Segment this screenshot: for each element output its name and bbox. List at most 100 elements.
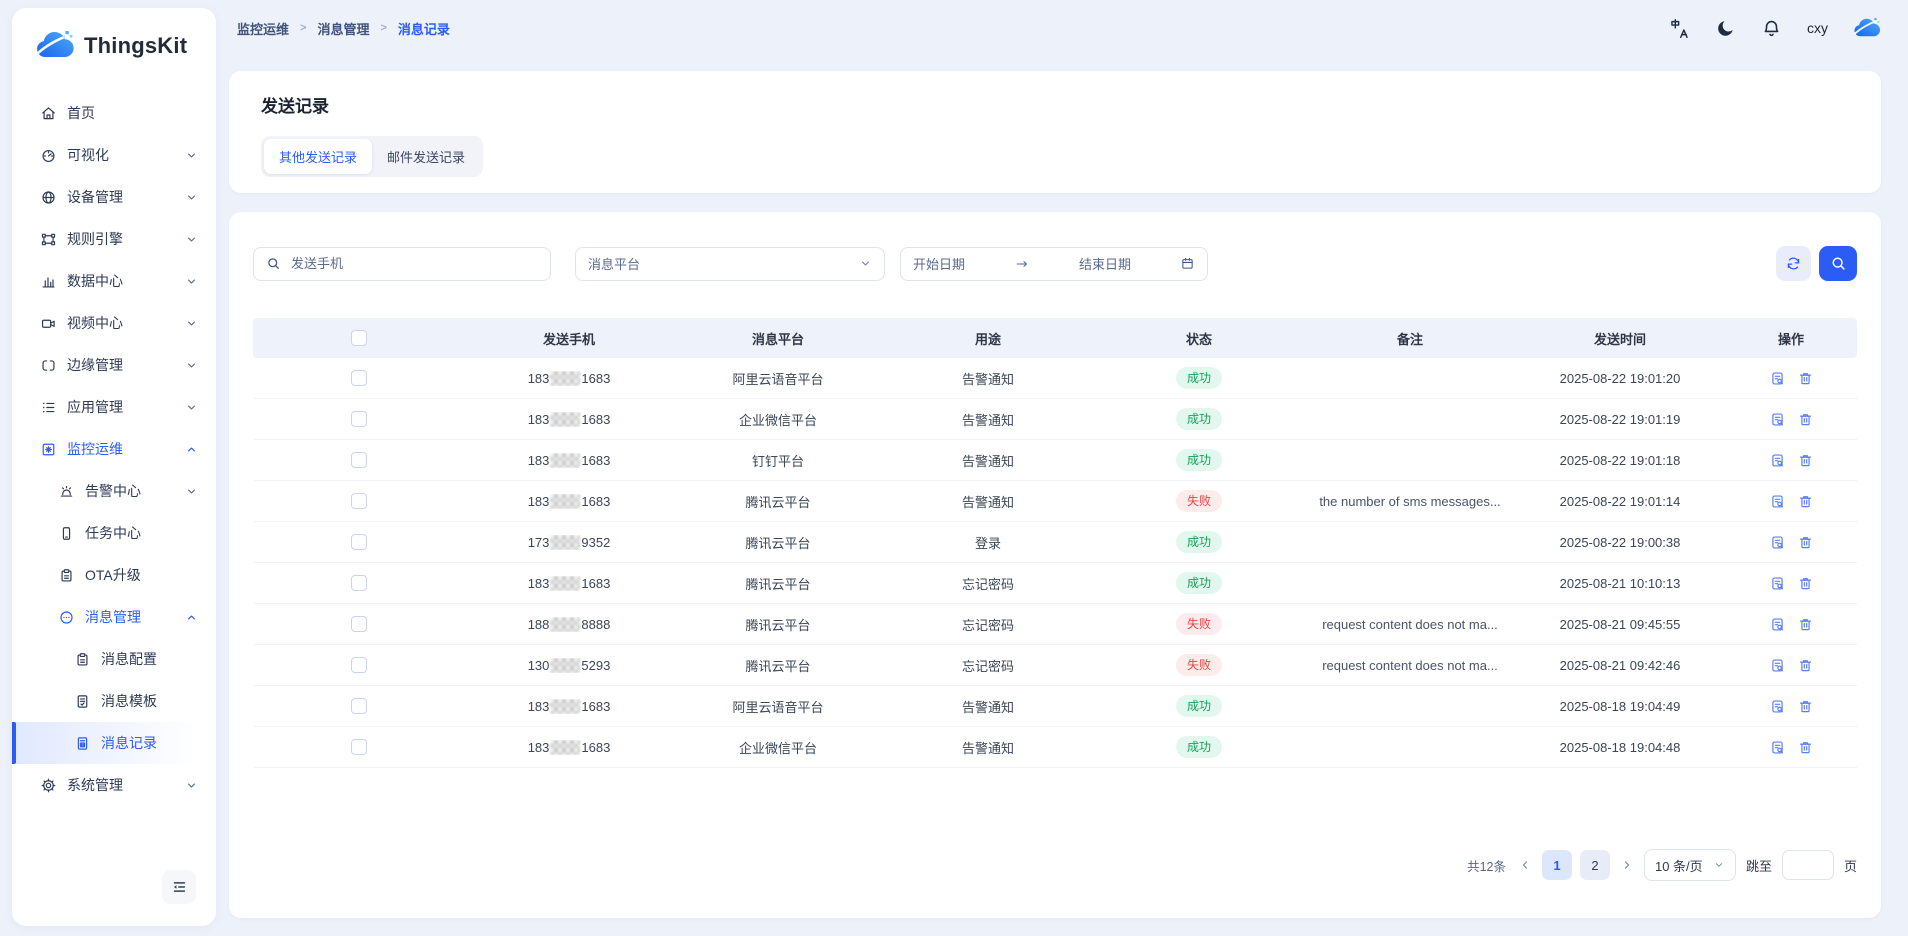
search-button[interactable]	[1819, 246, 1857, 281]
platform-cell: 企业微信平台	[738, 740, 817, 756]
topbar: 监控运维 > 消息管理 > 消息记录 cxy	[229, 0, 1881, 56]
row-checkbox[interactable]	[351, 575, 367, 592]
delete-icon[interactable]	[1797, 452, 1814, 469]
detail-icon[interactable]	[1769, 534, 1786, 551]
detail-icon[interactable]	[1769, 370, 1786, 387]
video-center-icon	[40, 315, 57, 332]
detail-icon[interactable]	[1769, 698, 1786, 715]
translate-icon[interactable]	[1669, 18, 1690, 39]
purpose-cell: 告警通知	[961, 371, 1014, 387]
purpose-cell: 告警通知	[961, 494, 1014, 510]
jump-to-page-input[interactable]	[1781, 850, 1834, 880]
sidebar-item-11[interactable]: 任务中心	[12, 512, 216, 554]
sidebar-item-13[interactable]: 消息管理	[12, 596, 216, 638]
chevron-down-icon	[185, 275, 198, 288]
purpose-cell: 告警通知	[961, 453, 1014, 469]
column-header-6: 发送时间	[1593, 331, 1646, 347]
actions-cell	[1725, 370, 1857, 387]
purpose-cell: 告警通知	[961, 740, 1014, 756]
sidebar-item-17[interactable]: 系统管理	[12, 764, 216, 806]
end-date-placeholder: 结束日期	[1078, 257, 1131, 272]
detail-icon[interactable]	[1769, 657, 1786, 674]
actions-cell	[1725, 411, 1857, 428]
sidebar-item-10[interactable]: 告警中心	[12, 470, 216, 512]
notification-bell-icon[interactable]	[1761, 18, 1782, 39]
row-checkbox[interactable]	[351, 698, 367, 715]
delete-icon[interactable]	[1797, 616, 1814, 633]
row-checkbox[interactable]	[351, 657, 367, 674]
platform-select[interactable]: 消息平台	[575, 246, 885, 281]
row-checkbox[interactable]	[351, 411, 367, 428]
sidebar-item-3[interactable]: 设备管理	[12, 176, 216, 218]
app-icon	[40, 399, 57, 416]
sidebar-item-8[interactable]: 应用管理	[12, 386, 216, 428]
page-size-select[interactable]: 10 条/页	[1643, 849, 1736, 881]
row-checkbox[interactable]	[351, 534, 367, 551]
sidebar-item-4[interactable]: 规则引擎	[12, 218, 216, 260]
delete-icon[interactable]	[1797, 534, 1814, 551]
select-all-checkbox[interactable]	[351, 330, 367, 347]
sidebar-item-16[interactable]: 消息记录	[12, 722, 216, 764]
phone-cell: 183 1683	[527, 411, 611, 427]
detail-icon[interactable]	[1769, 411, 1786, 428]
row-checkbox-cell	[253, 411, 465, 428]
sidebar-item-14[interactable]: 消息配置	[12, 638, 216, 680]
refresh-button[interactable]	[1776, 246, 1811, 281]
detail-icon[interactable]	[1769, 575, 1786, 592]
pagination-page-1[interactable]: 1	[1541, 850, 1572, 880]
phone-search-input[interactable]	[289, 255, 538, 272]
pagination-next-icon[interactable]	[1620, 858, 1634, 872]
breadcrumb-item-2[interactable]: 消息管理	[317, 21, 370, 37]
username[interactable]: cxy	[1807, 20, 1828, 36]
detail-icon[interactable]	[1769, 616, 1786, 633]
sidebar-item-2[interactable]: 可视化	[12, 134, 216, 176]
chevron-down-icon	[185, 485, 198, 498]
detail-icon[interactable]	[1769, 739, 1786, 756]
pagination-page-2[interactable]: 2	[1579, 850, 1610, 880]
delete-icon[interactable]	[1797, 657, 1814, 674]
search-icon	[266, 256, 281, 271]
sidebar-item-15[interactable]: 消息模板	[12, 680, 216, 722]
tab-other-send-records[interactable]: 其他发送记录	[264, 139, 373, 174]
phone-search-field[interactable]	[253, 246, 551, 281]
row-checkbox[interactable]	[351, 493, 367, 510]
sidebar-item-9[interactable]: 监控运维	[12, 428, 216, 470]
pagination-prev-icon[interactable]	[1518, 858, 1532, 872]
arrow-right-icon	[1014, 256, 1030, 272]
actions-cell	[1725, 616, 1857, 633]
delete-icon[interactable]	[1797, 370, 1814, 387]
breadcrumb-item-1[interactable]: 监控运维	[237, 21, 290, 37]
row-checkbox-cell	[253, 452, 465, 469]
detail-icon[interactable]	[1769, 452, 1786, 469]
row-checkbox[interactable]	[351, 452, 367, 469]
tab-email-send-records[interactable]: 邮件发送记录	[387, 150, 466, 165]
delete-icon[interactable]	[1797, 411, 1814, 428]
delete-icon[interactable]	[1797, 575, 1814, 592]
sidebar-item-5[interactable]: 数据中心	[12, 260, 216, 302]
dark-mode-moon-icon[interactable]	[1715, 18, 1736, 39]
home-icon	[40, 105, 57, 122]
sidebar-item-6[interactable]: 视频中心	[12, 302, 216, 344]
row-checkbox[interactable]	[351, 616, 367, 633]
status-badge: 成功	[1175, 572, 1222, 594]
row-checkbox[interactable]	[351, 370, 367, 387]
sidebar-item-1[interactable]: 首页	[12, 92, 216, 134]
app-logo[interactable]: ThingsKit	[12, 8, 216, 62]
user-avatar[interactable]	[1853, 17, 1881, 40]
detail-icon[interactable]	[1769, 493, 1786, 510]
delete-icon[interactable]	[1797, 698, 1814, 715]
row-checkbox[interactable]	[351, 739, 367, 756]
sidebar-item-12[interactable]: OTA升级	[12, 554, 216, 596]
collapse-sidebar-button[interactable]	[162, 870, 196, 904]
column-header-5: 备注	[1396, 331, 1423, 347]
sidebar-item-label: 消息配置	[101, 651, 157, 667]
sidebar-item-7[interactable]: 边缘管理	[12, 344, 216, 386]
date-range-picker[interactable]: 开始日期 结束日期	[900, 246, 1208, 281]
cloud-logo-icon	[34, 30, 76, 62]
delete-icon[interactable]	[1797, 739, 1814, 756]
delete-icon[interactable]	[1797, 493, 1814, 510]
purpose-cell: 告警通知	[961, 699, 1014, 715]
row-checkbox-cell	[253, 739, 465, 756]
send-time-cell: 2025-08-22 19:01:14	[1559, 493, 1681, 509]
